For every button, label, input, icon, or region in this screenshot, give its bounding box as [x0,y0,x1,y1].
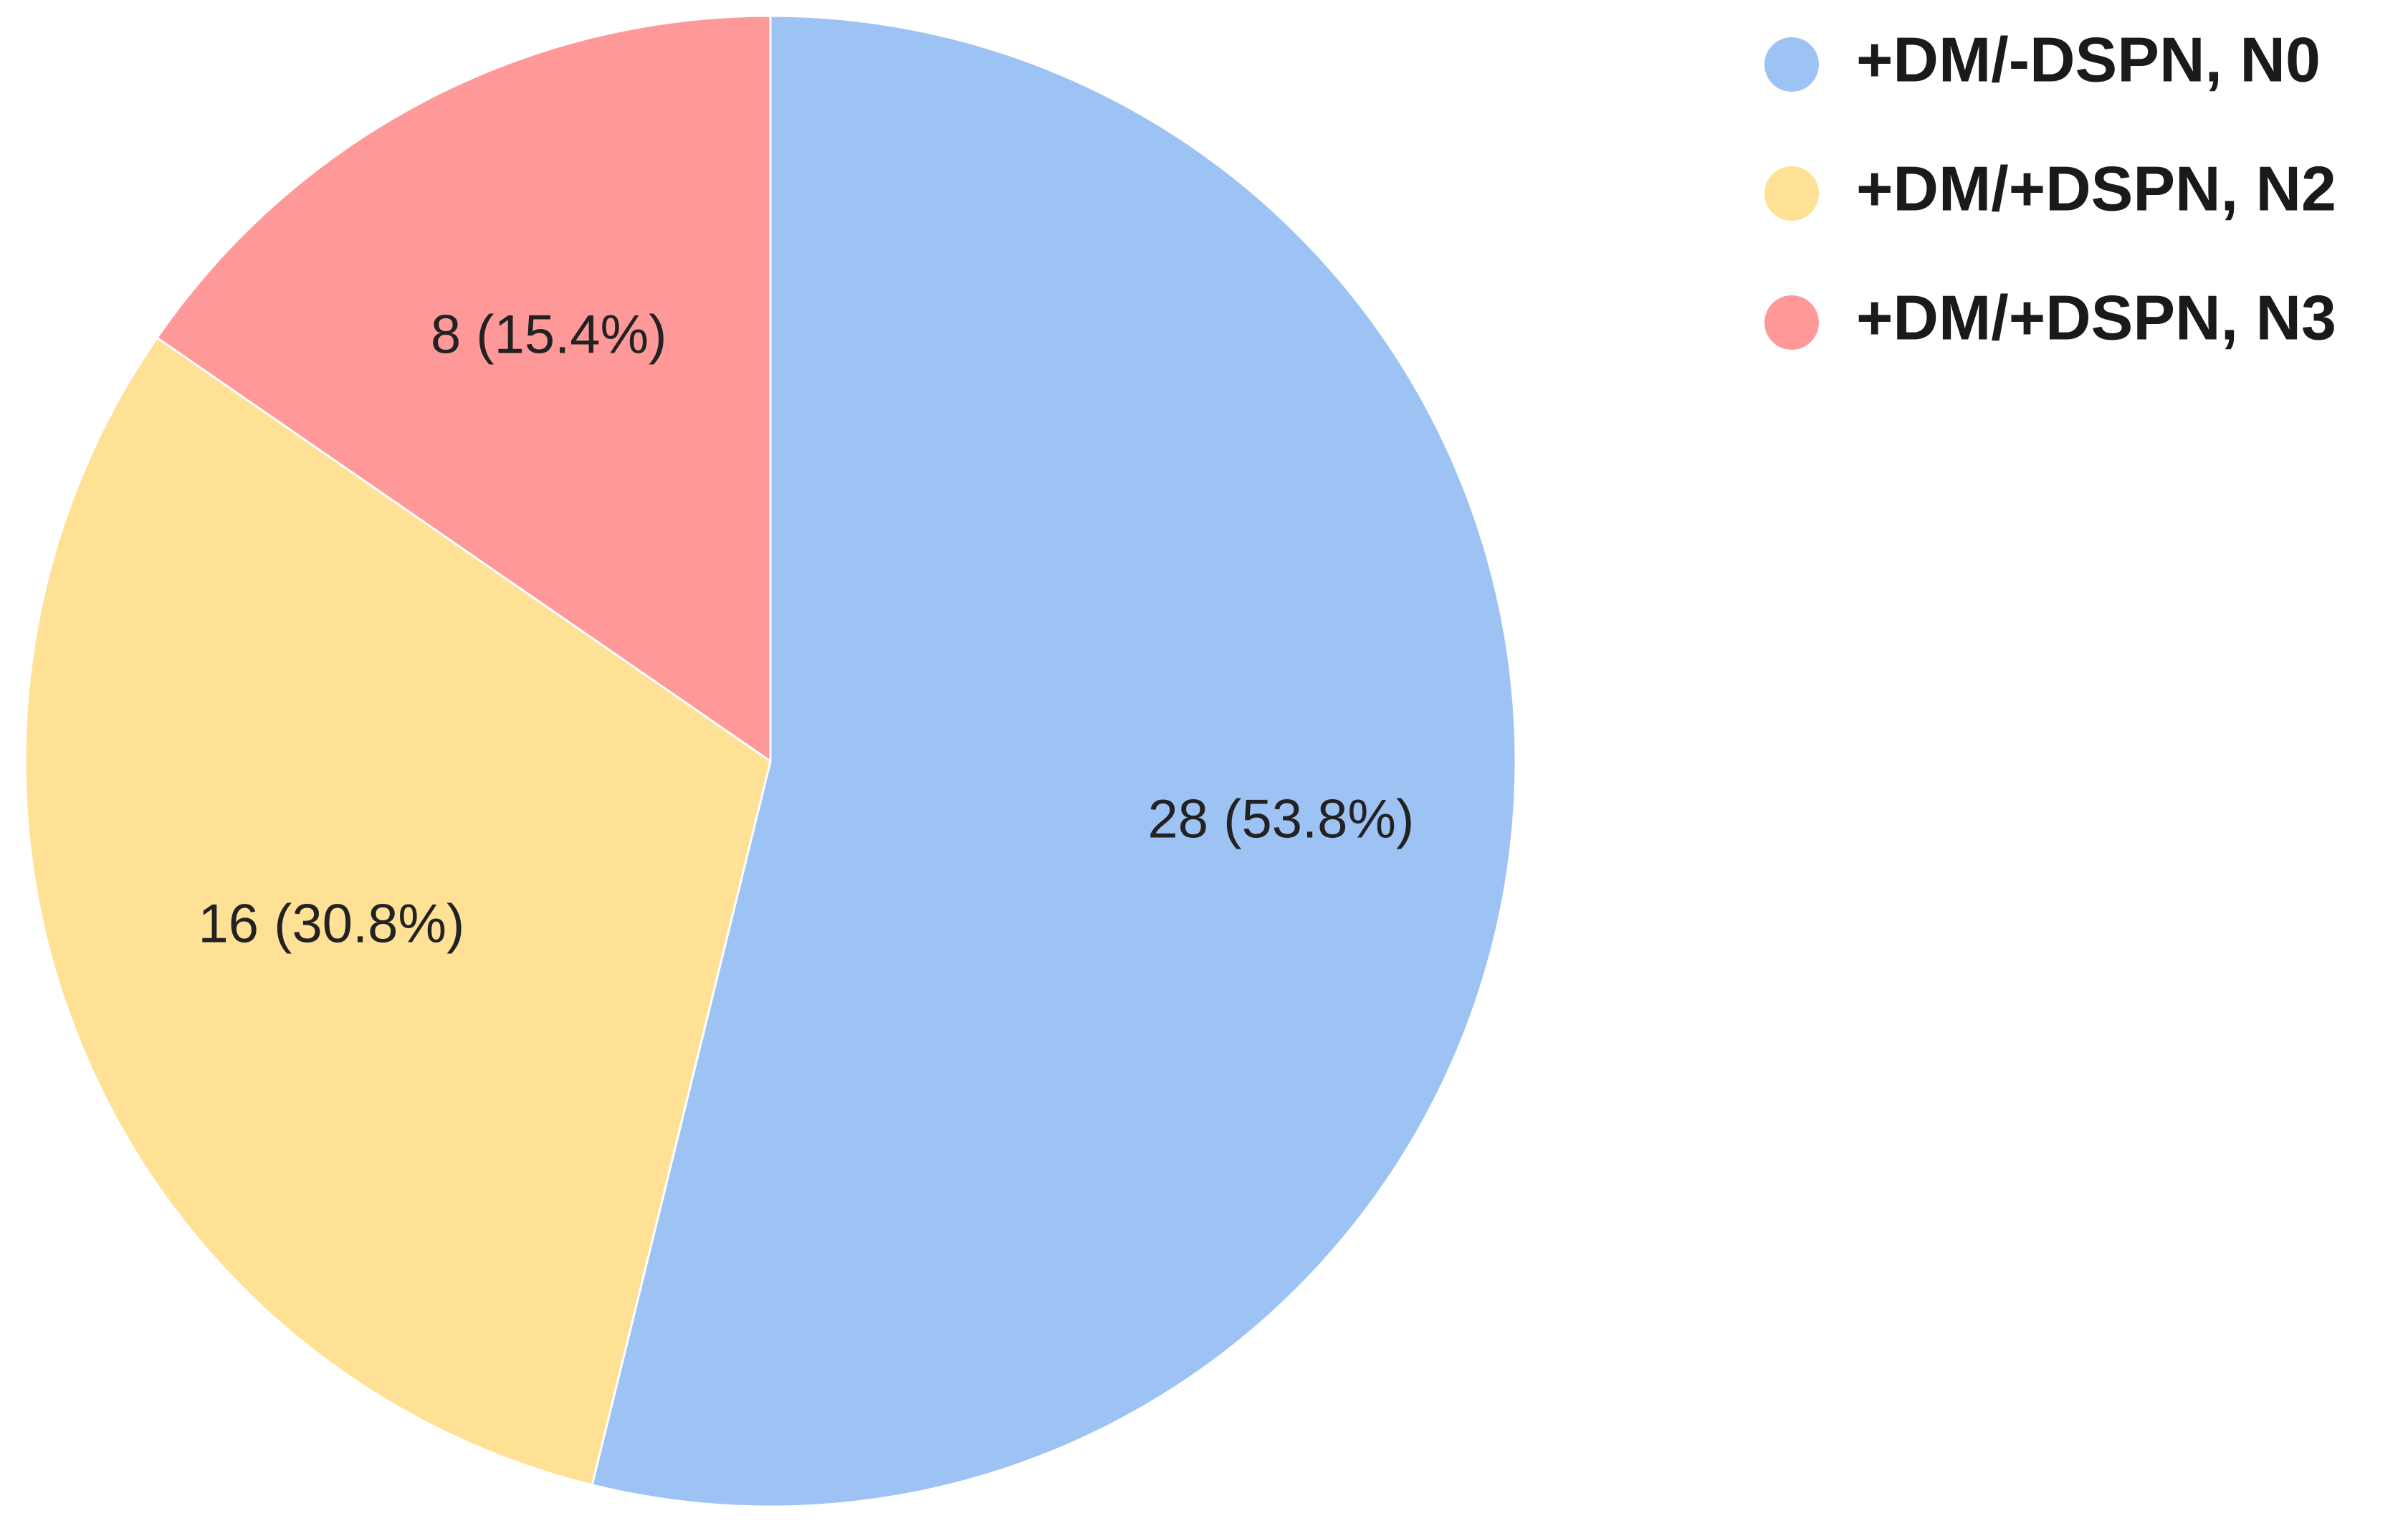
legend-marker-3 [1764,295,1819,350]
legend-marker-1 [1764,37,1819,92]
slice-label-2: 16 (30.8%) [198,893,464,954]
pie-slice-labels: 28 (53.8%) 16 (30.8%) 8 (15.4%) [198,305,1414,955]
legend-label-2: +DM/+DSPN, N2 [1856,153,2336,224]
slice-label-3: 8 (15.4%) [431,305,667,366]
pie-slice-3 [156,14,772,763]
legend: +DM/-DSPN, N0 +DM/+DSPN, N2 +DM/+DSPN, N3 [1764,24,2336,353]
legend-marker-2 [1764,166,1819,221]
pie-slice-2 [24,336,772,1487]
legend-label-3: +DM/+DSPN, N3 [1856,282,2336,353]
slice-label-1: 28 (53.8%) [1147,789,1414,850]
legend-label-1: +DM/-DSPN, N0 [1856,24,2321,95]
pie-slice-1 [591,14,1517,1508]
pie-slices [24,14,1517,1508]
